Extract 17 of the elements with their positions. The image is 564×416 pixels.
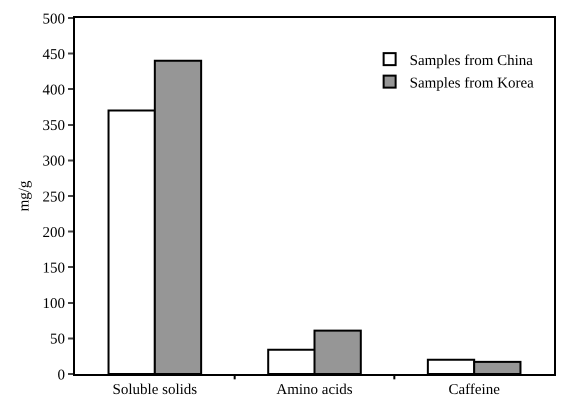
x-tick-label: Amino acids	[276, 382, 353, 398]
y-tick-label: 300	[42, 154, 65, 170]
y-tick-label: 100	[42, 296, 65, 312]
legend-label: Samples from Korea	[410, 76, 534, 92]
y-tick-label: 50	[50, 332, 65, 348]
y-tick-label: 250	[42, 189, 65, 206]
x-tick-label: Caffeine	[448, 382, 500, 398]
y-tick-label: 350	[42, 118, 65, 134]
y-tick-label: 0	[58, 367, 65, 384]
x-tick-label: Soluble solids	[112, 382, 198, 398]
y-tick-label: 200	[42, 224, 65, 241]
y-tick-label: 150	[42, 260, 65, 276]
y-tick-label: 500	[42, 11, 65, 28]
y-axis-title: mg/g	[16, 180, 32, 212]
legend-label: Samples from China	[410, 53, 534, 70]
y-tick-label: 400	[42, 82, 65, 98]
y-tick-label: 450	[42, 46, 65, 63]
